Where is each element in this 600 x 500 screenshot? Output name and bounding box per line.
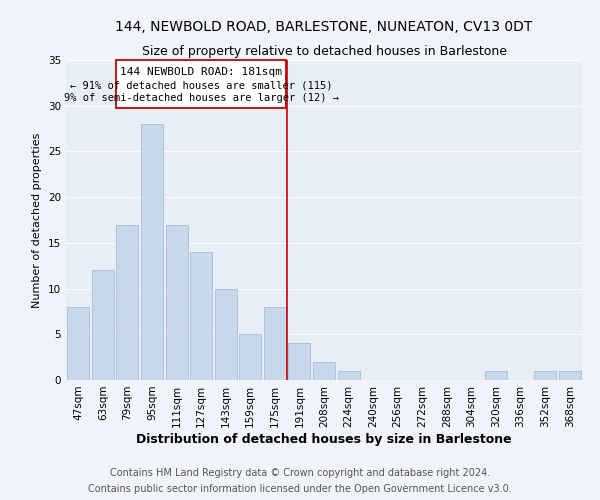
Bar — [289, 344, 310, 380]
X-axis label: Distribution of detached houses by size in Barlestone: Distribution of detached houses by size … — [136, 432, 512, 446]
Bar — [264, 307, 286, 380]
Bar — [239, 334, 262, 380]
Bar — [141, 124, 163, 380]
Bar — [215, 288, 237, 380]
Text: Contains HM Land Registry data © Crown copyright and database right 2024.: Contains HM Land Registry data © Crown c… — [110, 468, 490, 477]
Text: 9% of semi-detached houses are larger (12) →: 9% of semi-detached houses are larger (1… — [64, 93, 338, 103]
Bar — [559, 371, 581, 380]
Bar — [166, 224, 188, 380]
Bar — [190, 252, 212, 380]
Y-axis label: Number of detached properties: Number of detached properties — [32, 132, 43, 308]
Text: 144 NEWBOLD ROAD: 181sqm: 144 NEWBOLD ROAD: 181sqm — [120, 68, 282, 78]
Text: ← 91% of detached houses are smaller (115): ← 91% of detached houses are smaller (11… — [70, 80, 332, 90]
Bar — [534, 371, 556, 380]
Text: Size of property relative to detached houses in Barlestone: Size of property relative to detached ho… — [142, 45, 506, 58]
Bar — [338, 371, 359, 380]
Text: 144, NEWBOLD ROAD, BARLESTONE, NUNEATON, CV13 0DT: 144, NEWBOLD ROAD, BARLESTONE, NUNEATON,… — [115, 20, 533, 34]
Bar — [116, 224, 139, 380]
Bar — [116, 60, 286, 108]
Bar — [67, 307, 89, 380]
Text: Contains public sector information licensed under the Open Government Licence v3: Contains public sector information licen… — [88, 484, 512, 494]
Bar — [485, 371, 507, 380]
Bar — [92, 270, 114, 380]
Bar — [313, 362, 335, 380]
